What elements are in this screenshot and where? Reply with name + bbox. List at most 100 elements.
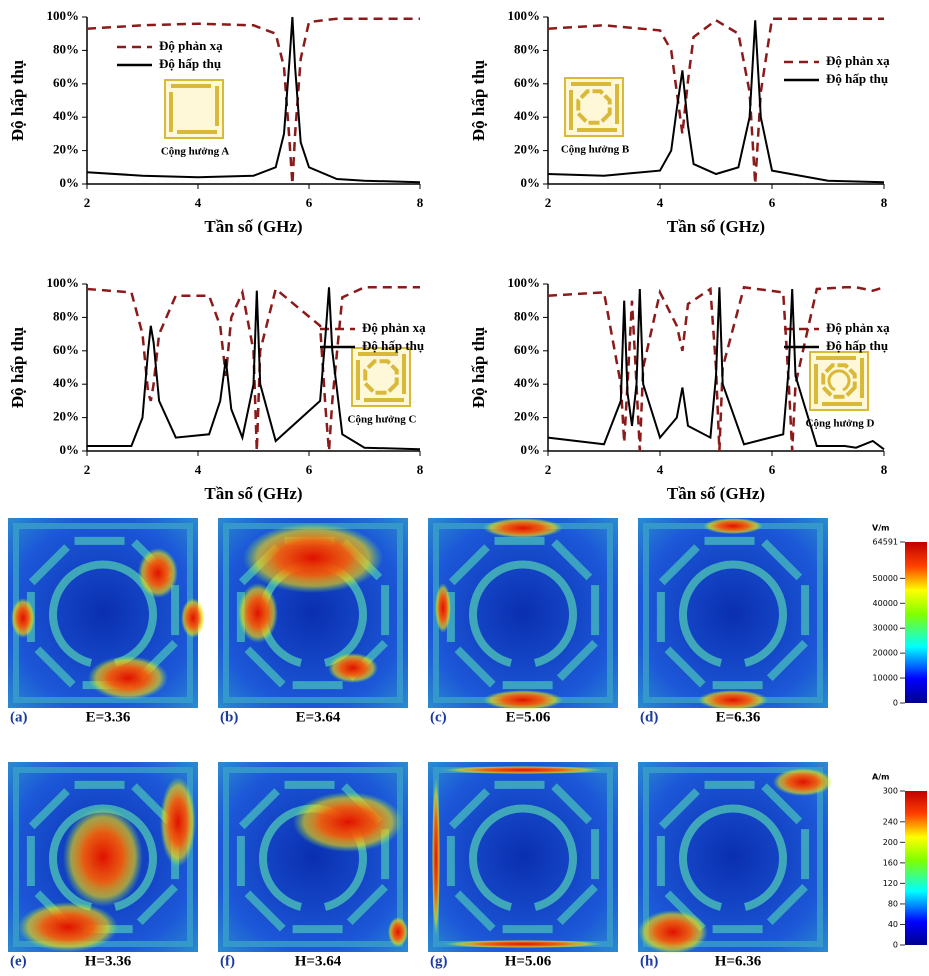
y-tick-label: 60% [53,342,79,357]
split-ring [469,804,577,911]
colorbar-tick-label: 64591 [873,538,898,547]
colorbar-unit: V/m [872,524,889,533]
icon-frame [814,356,864,406]
icon-frame [356,352,406,402]
panel-caption: E=3.64 [296,709,341,725]
hotspot [160,777,196,867]
field-map [8,518,205,708]
hotspot [293,792,403,852]
hotspot [181,598,205,638]
panel-caption: H=3.36 [85,953,132,969]
colorbar-tick-label: 160 [883,858,898,867]
panel-caption: H=5.06 [505,953,552,969]
octagon [656,780,810,934]
colorbar-tick-label: 30000 [873,624,898,633]
hotspot [443,766,603,774]
colorbar-tick-label: 200 [883,838,898,847]
x-tick-label: 4 [195,195,202,210]
y-axis-label: Độ hấp thụ [469,327,488,408]
hotspot [11,598,35,638]
hotspot [432,777,440,937]
x-tick-label: 6 [306,462,313,477]
series-line [547,17,884,185]
colorbar-tick-label: 80 [888,899,898,908]
legend-label: Độ phản xạ [826,53,890,68]
panel-letter: (c) [430,709,447,725]
icon-frame [569,82,619,132]
hotspot [243,523,383,593]
series-line [547,287,885,451]
x-tick-label: 2 [84,462,91,477]
x-tick-label: 4 [657,462,664,477]
field-map [638,762,833,954]
y-tick-label: 20% [514,142,540,157]
series-line [547,285,885,452]
x-tick-label: 4 [657,195,664,210]
colorbar [905,791,927,945]
x-tick-label: 8 [881,195,888,210]
x-tick-label: 2 [545,195,552,210]
icon-bg [564,77,624,137]
y-tick-label: 20% [514,409,540,424]
annotation: Cộng hưởng C [348,414,417,426]
icon-bg [351,347,411,407]
panel-letter: (e) [10,953,27,969]
y-tick-label: 60% [514,75,540,90]
y-tick-label: 100% [47,275,80,290]
resonator-icon [564,77,624,137]
x-axis-label: Tần số (GHz) [204,217,302,236]
hotspot [638,910,708,954]
hotspot [88,656,168,700]
field-map [428,762,618,952]
x-axis-label: Tần số (GHz) [667,484,765,503]
legend-label: Độ phản xạ [159,38,223,53]
field-map [218,518,408,708]
x-tick-label: 8 [417,462,424,477]
hotspot [773,768,833,796]
x-tick-label: 8 [881,462,888,477]
octagon [446,536,600,690]
y-axis-label: Độ hấp thụ [8,327,27,408]
hotspot [18,902,118,952]
colorbar-tick-label: 0 [893,699,898,708]
panel-caption: E=5.06 [506,709,551,725]
hotspot [703,518,763,534]
field-bg [638,518,828,708]
resonator-icon [164,79,224,139]
legend-label: Độ phản xạ [362,320,426,335]
x-axis-label: Tần số (GHz) [667,217,765,236]
y-tick-label: 20% [53,409,79,424]
split-ring [49,560,157,667]
y-tick-label: 100% [508,275,541,290]
hotspot [238,583,278,643]
x-tick-label: 2 [84,195,91,210]
y-tick-label: 40% [53,108,79,123]
colorbar-tick-label: 40 [888,920,898,929]
colorbar [905,542,927,703]
y-tick-label: 40% [53,375,79,390]
icon-octagon [821,363,857,399]
x-tick-label: 6 [769,195,776,210]
colorbar-tick-label: 20000 [873,649,898,658]
series-line [547,20,885,184]
y-tick-label: 0% [521,175,541,190]
x-tick-label: 4 [195,462,202,477]
panel-letter: (f) [220,953,235,969]
colorbar-tick-label: 300 [883,787,898,796]
frame [223,767,403,947]
x-tick-label: 2 [545,462,552,477]
y-axis-label: Độ hấp thụ [469,60,488,141]
frame [643,767,823,947]
colorbar-tick-label: 40000 [873,599,898,608]
y-tick-label: 80% [514,41,540,56]
panel-letter: (b) [220,709,238,725]
resonator-icon [351,347,411,407]
series-line [86,17,420,185]
y-tick-label: 0% [60,175,80,190]
panel-caption: E=3.36 [86,709,131,725]
hotspot [698,690,768,710]
legend-label: Độ phản xạ [826,320,890,335]
hotspot [388,917,408,947]
panel-letter: (a) [10,709,28,725]
